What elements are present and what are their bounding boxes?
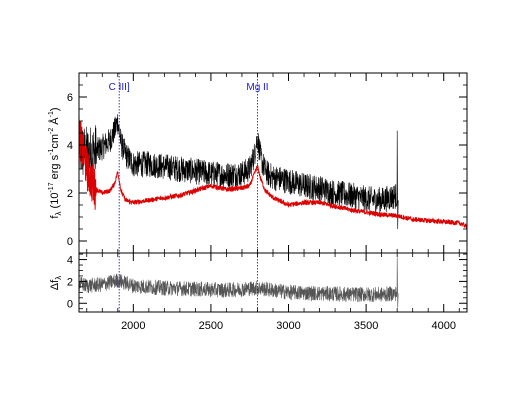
y-axis-label-residual: Δfλ	[49, 276, 63, 290]
y-tick-label: 0	[67, 236, 73, 248]
x-tick-label: 3500	[354, 320, 378, 332]
x-tick-label: 3000	[276, 320, 300, 332]
y-tick-label: 4	[67, 255, 73, 267]
y-tick-label: 0	[67, 298, 73, 310]
emission-line-label: Mg II	[246, 82, 268, 93]
spectrum-panel: C III] Mg II 0 2 4 6	[67, 72, 468, 254]
y-tick-label: 2	[67, 276, 73, 288]
model-spectrum-series	[79, 112, 467, 230]
y-axis-label-flux: fλ (10-17 erg s-1cm-2 Å-1)	[48, 107, 63, 218]
residual-series	[79, 257, 399, 308]
observed-spectrum-series	[79, 114, 399, 230]
x-tick-label: 2000	[121, 320, 145, 332]
y-tick-label: 4	[67, 140, 73, 152]
x-tick-label: 2500	[199, 320, 223, 332]
y-tick-label: 6	[67, 92, 73, 104]
residual-panel: 2000 2500 3000 3500 4000 0 2 4	[67, 252, 468, 332]
emission-line-label: C III]	[109, 82, 130, 93]
y-tick-label: 2	[67, 188, 73, 200]
x-tick-label: 4000	[431, 320, 455, 332]
